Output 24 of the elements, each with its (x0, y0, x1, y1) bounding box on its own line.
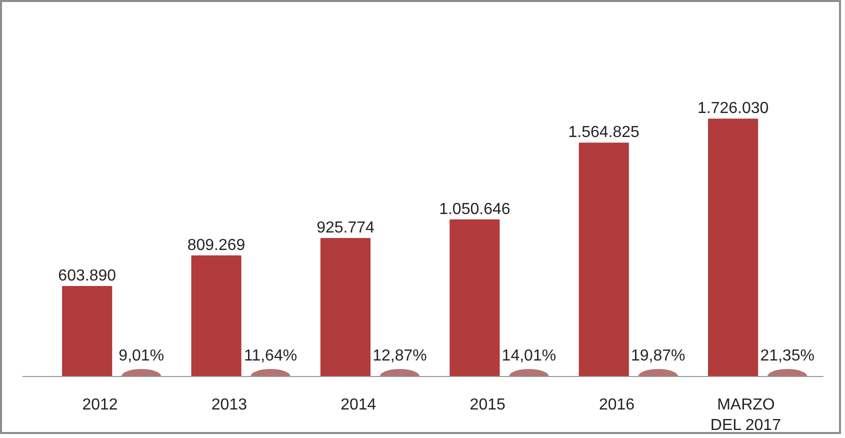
x-tick-label: 2013 (211, 396, 248, 414)
data-label: 14,01% (502, 348, 556, 364)
data-label: 603.890 (58, 267, 116, 284)
x-tick-label: 2014 (340, 396, 376, 414)
data-label: 925.774 (316, 219, 375, 236)
data-label: 1.726.030 (697, 100, 769, 118)
data-label: 11,64% (244, 348, 298, 364)
bar (450, 219, 500, 376)
data-label: 19,87% (631, 347, 686, 364)
bar (320, 238, 371, 376)
data-label: 1.050.646 (439, 200, 510, 218)
x-tick-label: 2012 (82, 396, 118, 414)
bar (578, 142, 629, 376)
x-tick-label: 2016 (598, 396, 635, 414)
data-label: 12,87% (372, 348, 427, 364)
x-tick-label: MARZO DEL 2017 (710, 396, 782, 434)
x-tick-label: 2015 (470, 396, 506, 414)
bar (191, 255, 242, 376)
bar (62, 286, 112, 376)
data-label: 809.269 (187, 236, 246, 254)
data-label: 21,35% (760, 347, 814, 364)
bar (708, 118, 758, 376)
data-label: 1.564.825 (568, 124, 640, 142)
data-label: 9,01% (118, 348, 164, 364)
